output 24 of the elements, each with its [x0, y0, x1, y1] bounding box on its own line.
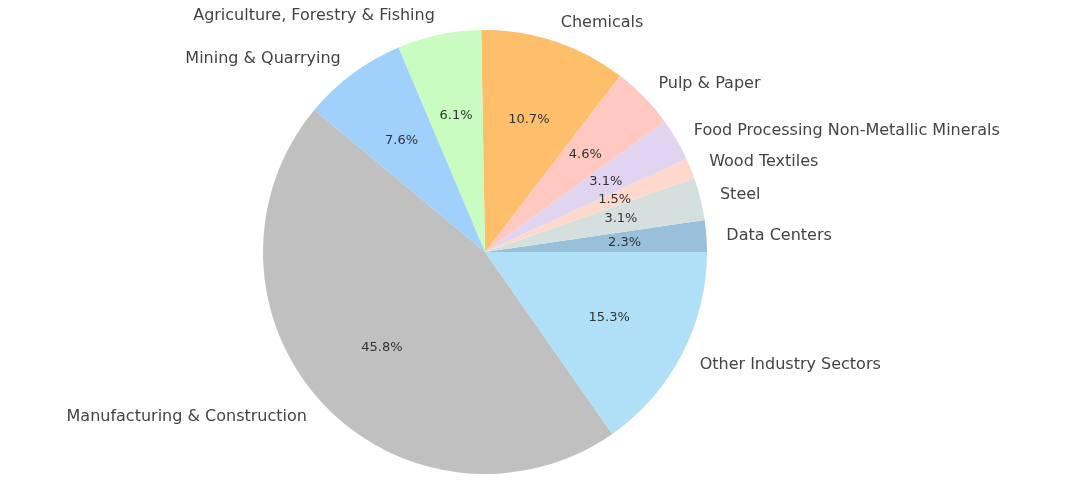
- slice-label: Other Industry Sectors: [699, 353, 881, 373]
- data-label: 3.1%: [589, 173, 623, 189]
- slice-label: Pulp & Paper: [658, 73, 761, 93]
- data-label: 15.3%: [588, 308, 630, 324]
- slice-label: Agriculture, Forestry & Fishing: [193, 5, 435, 25]
- data-label: 6.1%: [439, 107, 473, 123]
- slice-label: Mining & Quarrying: [185, 47, 341, 67]
- data-label: 7.6%: [385, 131, 419, 147]
- slice-label: Wood Textiles: [709, 150, 819, 170]
- pie-slice: [485, 220, 707, 252]
- pie-slice: [485, 178, 705, 252]
- slice-label: Data Centers: [726, 224, 832, 244]
- slice-label: Manufacturing & Construction: [66, 405, 307, 425]
- data-label: 1.5%: [598, 191, 632, 207]
- slice-label: Food Processing Non-Metallic Minerals: [693, 119, 1000, 139]
- data-label: 45.8%: [361, 338, 403, 354]
- slice-label: Steel: [719, 184, 761, 204]
- data-label: 4.6%: [568, 146, 602, 162]
- data-label: 2.3%: [608, 233, 642, 249]
- data-label: 10.7%: [508, 111, 550, 127]
- pie-slice: [485, 121, 687, 252]
- pie-slice: [485, 158, 695, 252]
- data-label: 3.1%: [604, 210, 638, 226]
- slice-label: Chemicals: [560, 12, 644, 32]
